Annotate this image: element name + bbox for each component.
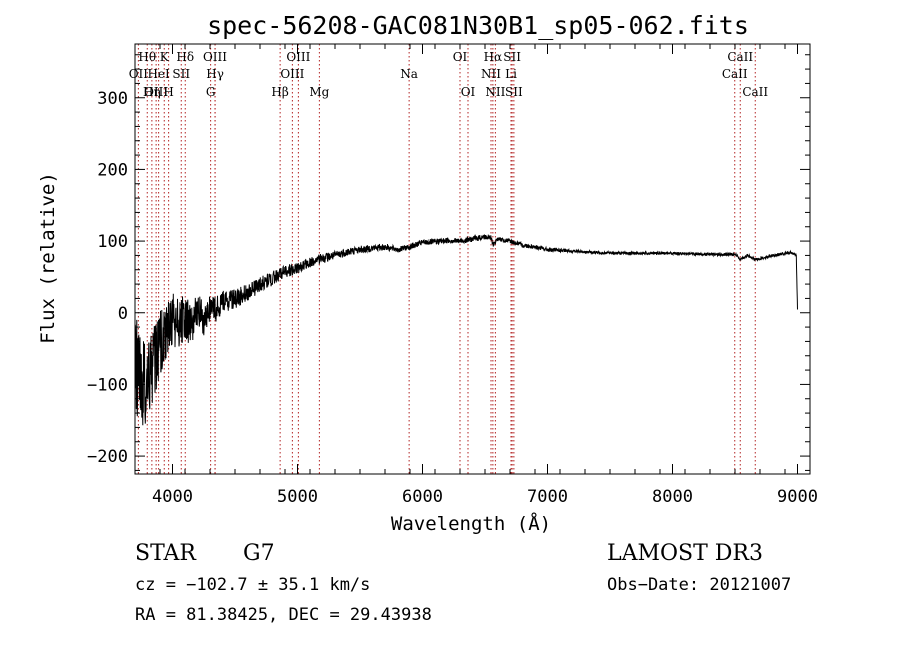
- x-tick-label: 4000: [152, 487, 193, 507]
- spectral-line-label: SII: [503, 50, 521, 64]
- spectral-lines-layer: [137, 44, 756, 474]
- survey-name: LAMOST DR3: [607, 541, 763, 566]
- spectral-line-label: Hα: [484, 50, 503, 64]
- object-subclass: G7: [243, 541, 275, 566]
- spectral-line-label: Hγ: [206, 67, 224, 81]
- spectral-line-label: OI: [461, 85, 476, 99]
- spectral-line-label: SII: [505, 85, 523, 99]
- y-tick-label: 200: [97, 160, 128, 180]
- object-class: STAR: [135, 541, 197, 566]
- y-tick-label: −100: [87, 375, 128, 395]
- x-tick-label: 5000: [277, 487, 318, 507]
- y-tick-label: 300: [97, 89, 128, 109]
- spectral-line-label: CaII: [742, 85, 768, 99]
- spectral-line-label: Hη: [143, 85, 161, 99]
- spectral-line-label: CaII: [727, 50, 753, 64]
- y-tick-label: 100: [97, 232, 128, 252]
- x-tick-label: 7000: [527, 487, 568, 507]
- y-tick-label: −200: [87, 447, 128, 467]
- spectral-line-label: HeI: [147, 67, 170, 81]
- spectral-line-label: K: [160, 50, 170, 64]
- spectral-line-label: OIII: [144, 85, 168, 99]
- spectrum-line: [134, 233, 798, 426]
- spectral-line-label: Li: [505, 67, 517, 81]
- spectral-line-label: Hβ: [271, 85, 288, 99]
- axis-ticks-layer: 4000 5000 6000 7000 8000 9000 −200 −100 0 100 200 3…: [87, 44, 818, 507]
- spectral-line-label: OIII: [203, 50, 227, 64]
- spectral-line-label: Hθ: [138, 50, 156, 64]
- observation-date: Obs−Date: 20121007: [607, 575, 791, 595]
- redshift-velocity: cz = −102.7 ± 35.1 km/s: [135, 575, 370, 595]
- x-axis-label: Wavelength (Å): [391, 512, 551, 535]
- spectral-line-label: G: [206, 85, 216, 99]
- spectral-line-label: Hδ: [176, 50, 194, 64]
- spectral-line-label: Mg: [309, 85, 329, 99]
- chart-title: spec-56208-GAC081N30B1_sp05-062.fits: [207, 11, 749, 40]
- spectral-line-label: NII: [485, 85, 505, 99]
- y-tick-label: 0: [118, 304, 128, 324]
- spectral-line-label: H: [163, 85, 173, 99]
- spectral-line-label: OII: [129, 67, 149, 81]
- x-tick-label: 8000: [652, 487, 693, 507]
- coordinates: RA = 81.38425, DEC = 29.43938: [135, 605, 432, 625]
- plot-frame: [134, 43, 811, 475]
- spectral-line-label: CaII: [722, 67, 748, 81]
- spectral-line-label: OIII: [280, 67, 304, 81]
- spectral-line-label: Na: [400, 67, 418, 81]
- y-axis-label: Flux (relative): [37, 172, 59, 344]
- x-tick-label: 9000: [777, 487, 818, 507]
- spectral-line-label: OI: [453, 50, 468, 64]
- spectral-line-label: NII: [481, 67, 501, 81]
- x-tick-label: 6000: [402, 487, 443, 507]
- spectral-line-label: OIII: [286, 50, 310, 64]
- spectral-line-label: SII: [172, 67, 190, 81]
